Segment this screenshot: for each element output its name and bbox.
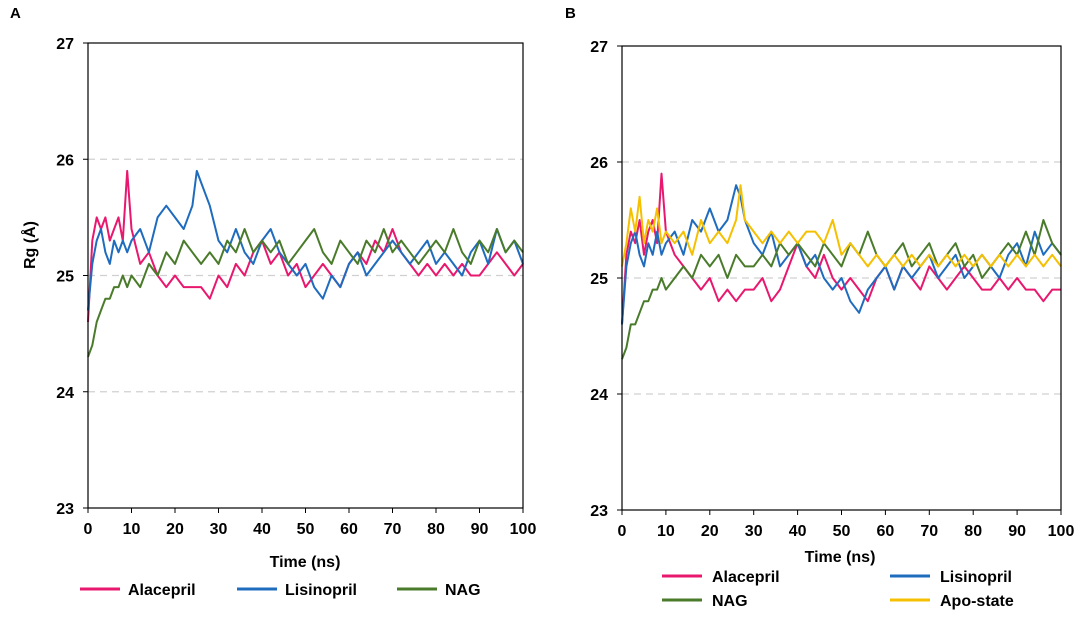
x-tick-label: 60	[340, 521, 358, 538]
legend-label-lisinopril: Lisinopril	[285, 582, 357, 599]
series-line-alacepril	[621, 172, 1061, 325]
legend-label-apo-state: Apo-state	[940, 593, 1014, 610]
series-line-nag	[87, 228, 524, 358]
panel-label: B	[565, 5, 576, 22]
panel-label: A	[10, 5, 21, 22]
y-tick-label: 25	[56, 269, 74, 286]
x-tick-label: 50	[833, 523, 851, 540]
series-line-alacepril	[87, 169, 524, 323]
x-tick-label: 100	[510, 521, 537, 538]
x-tick-label: 80	[427, 521, 445, 538]
chart-panel-a: A 0 10 20 30 40 50 60 70 80 90 100 23 24 25 26 27 Time (n…	[10, 5, 536, 599]
x-tick-label: 20	[166, 521, 184, 538]
legend-label-alacepril: Alacepril	[128, 582, 196, 599]
series-line-nag	[621, 219, 1062, 360]
legend-label-nag: NAG	[445, 582, 481, 599]
y-tick-label: 26	[56, 152, 74, 169]
x-tick-label: 80	[964, 523, 982, 540]
y-tick-label: 25	[590, 271, 608, 288]
x-tick-label: 30	[745, 523, 763, 540]
y-tick-label: 27	[56, 36, 74, 53]
y-tick-label: 23	[590, 503, 608, 520]
x-tick-label: 90	[471, 521, 489, 538]
legend-label-nag: NAG	[712, 593, 748, 610]
legend: Alacepril Lisinopril NAG	[80, 582, 481, 599]
x-tick-label: 50	[297, 521, 315, 538]
x-tick-label: 10	[657, 523, 675, 540]
x-tick-label: 20	[701, 523, 719, 540]
x-tick-label: 70	[920, 523, 938, 540]
x-tick-label: 90	[1008, 523, 1026, 540]
y-tick-label: 27	[590, 39, 608, 56]
y-tick-label: 23	[56, 501, 74, 518]
series-line-apo-state	[621, 184, 1062, 268]
x-tick-label: 40	[789, 523, 807, 540]
legend-label-alacepril: Alacepril	[712, 569, 780, 586]
y-axis-title: Rg (Å)	[20, 221, 39, 269]
legend: Alacepril Lisinopril NAG Apo-state	[662, 569, 1014, 610]
x-tick-label: 60	[877, 523, 895, 540]
x-tick-label: 0	[84, 521, 93, 538]
series-line-lisinopril	[87, 169, 524, 311]
x-axis-title: Time (ns)	[270, 554, 341, 571]
y-tick-label: 24	[590, 387, 608, 404]
chart-panel-b: B 0 10 20 30 40 50 60 70 80 90 100 23 24 25 26 27 Time (n…	[565, 5, 1074, 610]
y-tick-label: 26	[590, 155, 608, 172]
x-tick-label: 10	[123, 521, 141, 538]
x-tick-label: 30	[210, 521, 228, 538]
x-tick-label: 70	[384, 521, 402, 538]
x-tick-label: 40	[253, 521, 271, 538]
x-tick-label: 0	[618, 523, 627, 540]
x-tick-label: 100	[1048, 523, 1075, 540]
x-axis-title: Time (ns)	[805, 549, 876, 566]
legend-label-lisinopril: Lisinopril	[940, 569, 1012, 586]
y-tick-label: 24	[56, 385, 74, 402]
